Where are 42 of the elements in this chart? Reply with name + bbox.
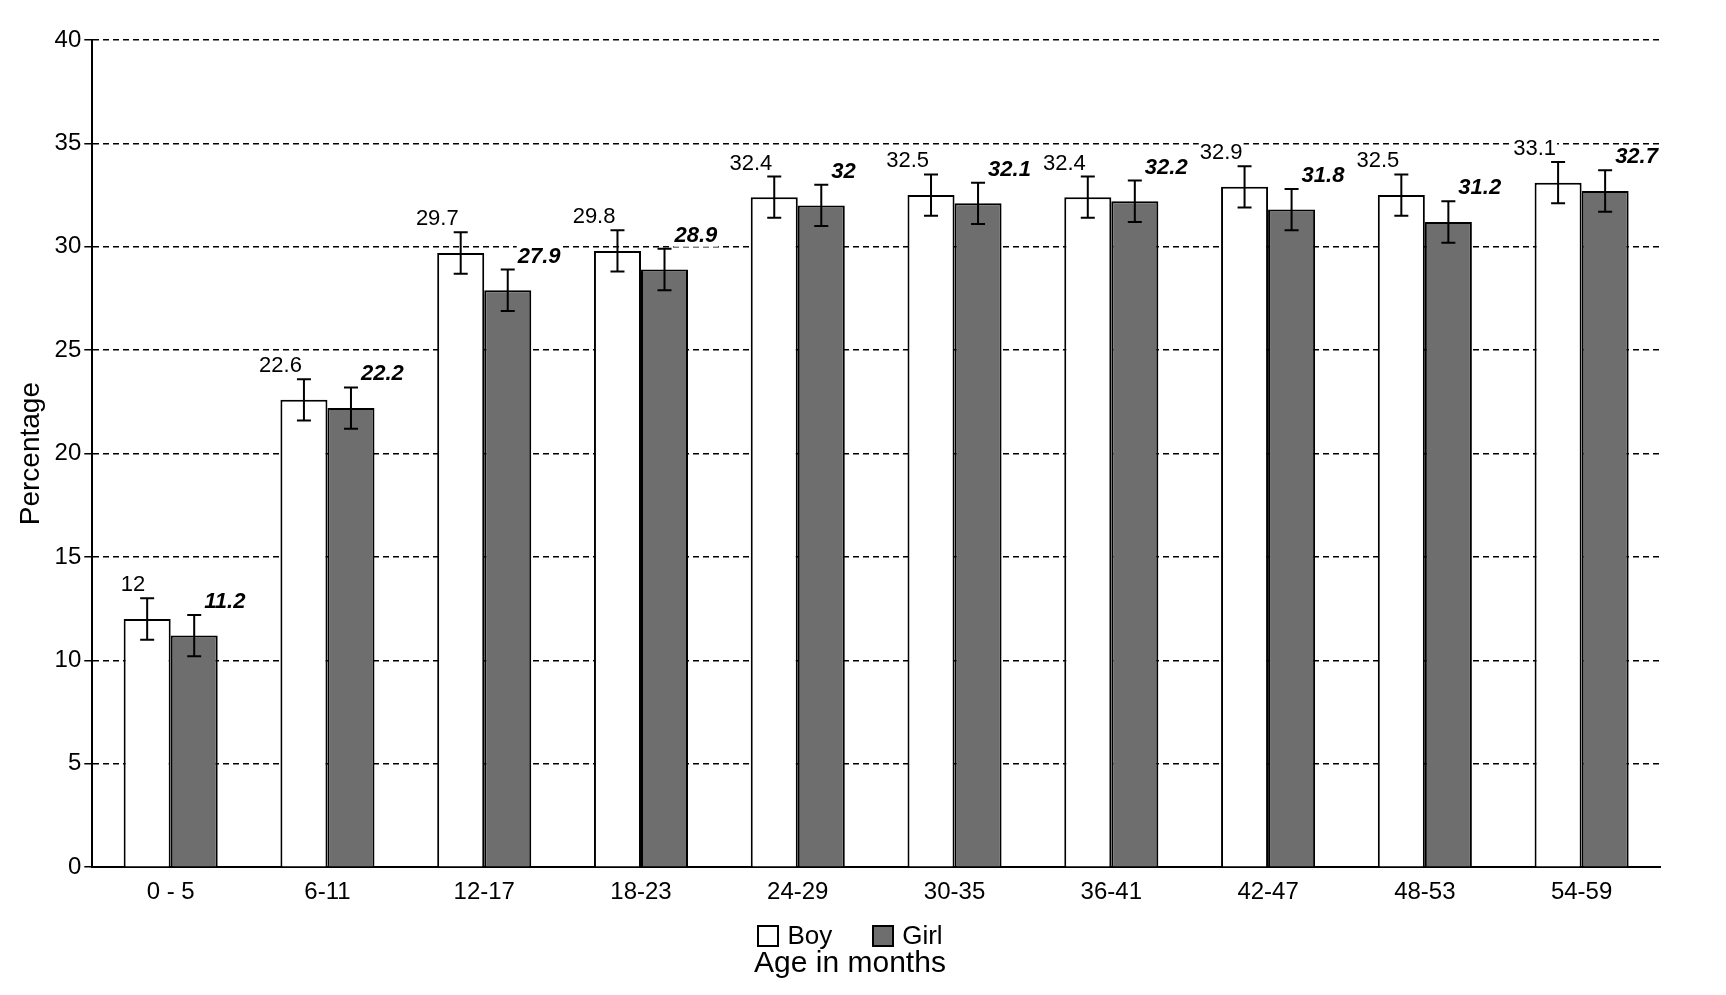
data-label: 22.2: [359, 360, 405, 386]
text: Boy: [787, 920, 833, 950]
x-tick-label: 48-53: [1394, 877, 1456, 905]
y-axis-title: Percentage: [13, 381, 45, 526]
x-tick-label: 54-59: [1550, 877, 1613, 905]
x-tick-label: 42-47: [1237, 877, 1299, 905]
data-label: 32.2: [1144, 153, 1189, 179]
y-tick-label: 5: [67, 748, 82, 776]
data-label: 32.5: [886, 147, 930, 173]
data-label: 28.9: [673, 221, 719, 247]
data-label: 29.8: [572, 203, 616, 229]
data-label: 32.4: [729, 149, 773, 175]
x-tick-label: 0 - 5: [146, 877, 195, 905]
y-tick-label: 25: [54, 334, 82, 362]
data-label: 32.4: [1042, 149, 1086, 175]
data-label: 32.5: [1356, 147, 1400, 173]
data-label: 33.1: [1513, 135, 1557, 161]
y-tick-label: 15: [54, 541, 82, 569]
data-label: 12: [120, 571, 146, 597]
data-label: 22.6: [259, 352, 302, 378]
y-tick-label: 20: [54, 438, 82, 466]
x-tick-label: 6-11: [304, 877, 351, 905]
data-label: 31.2: [1458, 174, 1502, 200]
data-label: 32: [831, 157, 857, 183]
y-tick-label: 0: [67, 851, 82, 879]
x-tick-label: 24-29: [767, 877, 829, 905]
y-tick-label: 10: [54, 645, 82, 673]
legend-label: Girl: [902, 920, 943, 950]
data-label: 32.1: [988, 155, 1031, 181]
data-label: 11.2: [204, 587, 247, 613]
x-tick-label: 18-23: [610, 877, 672, 905]
x-tick-label: 36-41: [1080, 877, 1142, 905]
data-label: 27.9: [516, 242, 562, 268]
data-label: 29.7: [415, 205, 459, 231]
x-tick-label: 30-35: [923, 877, 986, 905]
y-tick-label: 35: [54, 128, 82, 156]
x-tick-label: 12-17: [453, 877, 515, 905]
y-tick-label: 40: [54, 24, 82, 52]
data-label: 32.9: [1199, 139, 1243, 165]
y-tick-label: 30: [54, 231, 82, 259]
data-label: 31.8: [1301, 161, 1346, 187]
data-label: 32.7: [1615, 143, 1660, 169]
